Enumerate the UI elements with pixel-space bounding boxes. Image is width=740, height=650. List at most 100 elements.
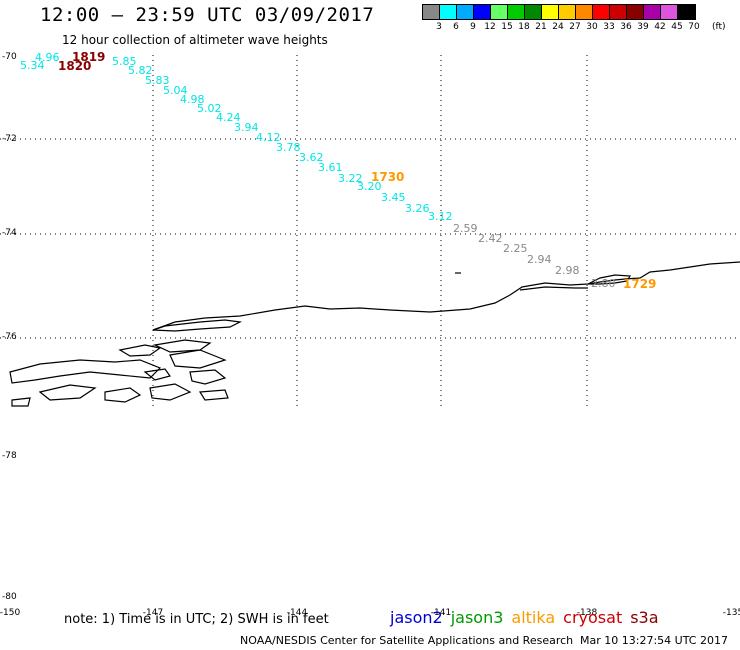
legend-swatch [644, 5, 661, 19]
coastline-shelf [587, 274, 632, 285]
coastline-shelf [519, 286, 588, 291]
legend-swatches [422, 4, 696, 20]
longitude-label: -150 [0, 608, 21, 618]
legend-swatch [559, 5, 576, 19]
legend-label: 9 [470, 22, 476, 32]
latitude-label: -70 [2, 52, 17, 62]
legend-label: 42 [654, 22, 666, 32]
legend-swatch [508, 5, 525, 19]
wave-height-label: 5.83 [145, 74, 170, 87]
time-label: 1820 [58, 59, 91, 73]
legend-label: 21 [535, 22, 547, 32]
longitude-label: -135 [722, 608, 740, 618]
wave-height-label: 2.42 [478, 232, 503, 245]
legend-label: 6 [453, 22, 459, 32]
island [169, 349, 227, 369]
legend-label: 24 [552, 22, 564, 32]
legend-labels: 3 6 9 12 15 18 21 24 27 30 33 36 39 42 45 70 (ft) [422, 22, 740, 36]
legend-swatch [440, 5, 457, 19]
longitude-label: -141 [430, 608, 452, 618]
latitude-label: -72 [2, 134, 17, 144]
latitude-label: -78 [2, 451, 17, 461]
legend-label: 45 [671, 22, 683, 32]
wave-height-label: 5.82 [128, 64, 153, 77]
island [11, 397, 31, 407]
latitude-label: -80 [2, 592, 17, 602]
wave-height-label: 4.24 [216, 111, 241, 124]
satellite-name: s3a [630, 608, 659, 627]
coastline [9, 261, 740, 407]
longitude-label: -144 [286, 608, 308, 618]
wave-height-label: 2.80 [591, 277, 616, 290]
wave-height-label: 2.59 [453, 222, 478, 235]
wave-height-label: 3.94 [234, 121, 259, 134]
time-label: 1819 [72, 50, 105, 64]
legend-label: 27 [569, 22, 581, 32]
wave-height-label: 4.98 [180, 93, 205, 106]
wave-height-label: 2.98 [555, 264, 580, 277]
satellite-legend: jason2 jason3 altika cryosat s3a [390, 608, 667, 627]
island [149, 383, 192, 401]
coastline-main [152, 261, 740, 331]
wave-height-label: 3.20 [357, 180, 382, 193]
wave-height-label: 3.22 [338, 172, 363, 185]
legend-swatch [678, 5, 695, 19]
island [9, 359, 162, 384]
wave-height-label: 5.02 [197, 102, 222, 115]
time-label: 1729 [623, 277, 656, 291]
legend-label: 39 [637, 22, 649, 32]
wave-height-label: 3.61 [318, 161, 343, 174]
wave-height-label: 5.04 [163, 84, 188, 97]
wave-height-label: 5.34 [20, 59, 45, 72]
legend-swatch [474, 5, 491, 19]
map-title: 12:00 – 23:59 UTC 03/09/2017 [40, 4, 375, 26]
wave-height-label: 2.25 [503, 242, 528, 255]
wave-height-label: 3.12 [428, 210, 453, 223]
legend-label: 18 [518, 22, 530, 32]
legend-swatch [627, 5, 644, 19]
legend-swatch [542, 5, 559, 19]
legend-swatch [491, 5, 508, 19]
legend-swatch [593, 5, 610, 19]
island [198, 389, 229, 401]
wave-height-labels: 4.965.34 5.855.825.835.044.985.024.243.94… [20, 51, 616, 290]
island [38, 384, 97, 401]
wave-height-label: 3.45 [381, 191, 406, 204]
legend-unit: (ft) [712, 22, 726, 32]
longitude-label: -138 [576, 608, 598, 618]
footer-note: note: 1) Time is in UTC; 2) SWH is in fe… [64, 612, 329, 627]
latitude-label: -76 [2, 332, 17, 342]
longitude-label: -147 [142, 608, 164, 618]
wave-height-label: 3.26 [405, 202, 430, 215]
satellite-name: cryosat [563, 608, 623, 627]
wave-height-label: 4.96 [35, 51, 60, 64]
legend-label: 30 [586, 22, 598, 32]
island [152, 319, 243, 332]
latitude-label: -74 [2, 228, 17, 238]
legend-swatch [457, 5, 474, 19]
legend-label: 36 [620, 22, 632, 32]
map-subtitle: 12 hour collection of altimeter wave hei… [62, 33, 328, 47]
legend-label: 3 [436, 22, 442, 32]
footer-timestamp: Mar 10 13:27:54 UTC 2017 [580, 634, 728, 647]
map-grid [0, 55, 740, 408]
legend-label: 70 [688, 22, 700, 32]
legend-swatch [525, 5, 542, 19]
legend-swatch [610, 5, 627, 19]
color-legend: 3 6 9 12 15 18 21 24 27 30 33 36 39 42 45 70 (ft) [422, 4, 726, 40]
satellite-name: jason3 [450, 608, 504, 627]
satellite-name: jason2 [390, 608, 443, 627]
time-label: 1730 [371, 170, 404, 184]
wave-height-label: 5.85 [112, 55, 137, 68]
island [118, 344, 162, 357]
island [189, 369, 227, 385]
satellite-name: altika [511, 608, 556, 627]
island [152, 339, 212, 353]
wave-height-label: 3.62 [299, 151, 324, 164]
legend-label: 33 [603, 22, 615, 32]
island [143, 368, 171, 381]
legend-swatch [423, 5, 440, 19]
footer-credit: NOAA/NESDIS Center for Satellite Applica… [240, 634, 574, 647]
